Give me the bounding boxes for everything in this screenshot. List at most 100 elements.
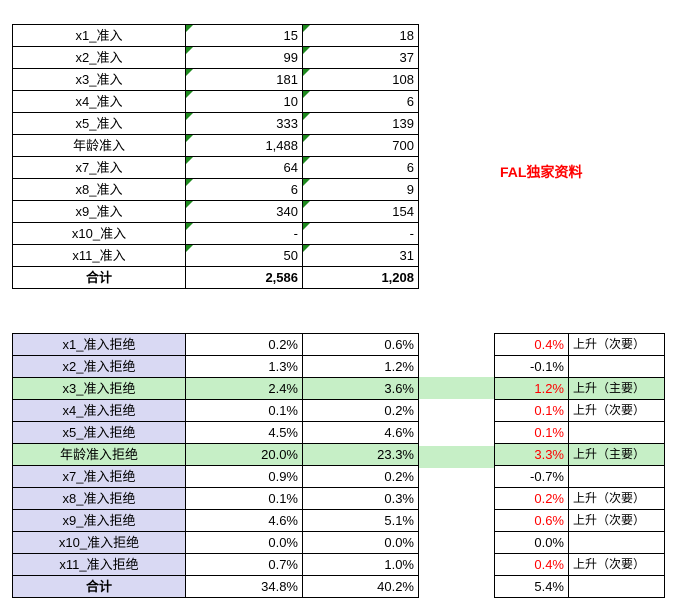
note-cell[interactable]	[568, 531, 665, 554]
row-label[interactable]: x11_准入拒绝	[12, 553, 186, 576]
row-label[interactable]: x3_准入拒绝	[12, 377, 186, 400]
total-b[interactable]: 1,208	[302, 266, 419, 289]
diff-value[interactable]: 3.3%	[494, 443, 569, 466]
note-cell[interactable]	[568, 575, 665, 598]
diff-value[interactable]: 0.4%	[494, 553, 569, 576]
value-a[interactable]: 0.7%	[185, 553, 303, 576]
flag-marker	[186, 157, 193, 164]
table-row: x5_准入拒绝 4.5% 4.6%	[12, 421, 419, 444]
value-b[interactable]: 0.2%	[302, 399, 419, 422]
row-label[interactable]: x2_准入	[12, 46, 186, 69]
value-a: 15	[283, 28, 298, 43]
row-label[interactable]: x3_准入	[12, 68, 186, 91]
value-b: 139	[392, 116, 414, 131]
table-row: x11_准入拒绝 0.7% 1.0%	[12, 553, 419, 576]
row-label[interactable]: x11_准入	[12, 244, 186, 267]
total-a[interactable]: 34.8%	[185, 575, 303, 598]
note-cell[interactable]: 上升（次要）	[568, 553, 665, 576]
value-a[interactable]: 4.6%	[185, 509, 303, 532]
diff-value[interactable]: 1.2%	[494, 377, 569, 400]
total-label[interactable]: 合计	[12, 575, 186, 598]
note-cell[interactable]: 上升（次要）	[568, 399, 665, 422]
row-label[interactable]: x5_准入拒绝	[12, 421, 186, 444]
total-a[interactable]: 2,586	[185, 266, 303, 289]
diff-value[interactable]: 0.2%	[494, 487, 569, 510]
row-label[interactable]: x5_准入	[12, 112, 186, 135]
table-row: x2_准入 99 37	[12, 46, 419, 69]
note-cell[interactable]	[568, 465, 665, 488]
note-cell[interactable]	[568, 421, 665, 444]
row-label[interactable]: x1_准入	[12, 24, 186, 47]
value-b[interactable]: 0.2%	[302, 465, 419, 488]
diff-value[interactable]: -0.7%	[494, 465, 569, 488]
flag-marker	[303, 135, 310, 142]
row-label[interactable]: x9_准入	[12, 200, 186, 223]
flag-marker	[303, 69, 310, 76]
note-cell[interactable]	[568, 355, 665, 378]
flag-marker	[303, 47, 310, 54]
value-a: 99	[283, 50, 298, 65]
note-cell[interactable]: 上升（次要）	[568, 487, 665, 510]
row-label[interactable]: x9_准入拒绝	[12, 509, 186, 532]
table-row: -0.7%	[494, 465, 665, 488]
row-label[interactable]: x7_准入拒绝	[12, 465, 186, 488]
total-diff[interactable]: 5.4%	[494, 575, 569, 598]
row-label[interactable]: x1_准入拒绝	[12, 333, 186, 356]
row-label[interactable]: 年龄准入拒绝	[12, 443, 186, 466]
table-row: x10_准入 - -	[12, 222, 419, 245]
total-b[interactable]: 40.2%	[302, 575, 419, 598]
flag-marker	[303, 201, 310, 208]
diff-value[interactable]: 0.4%	[494, 333, 569, 356]
value-a: 340	[276, 204, 298, 219]
row-label[interactable]: x4_准入	[12, 90, 186, 113]
note-cell[interactable]: 上升（次要）	[568, 333, 665, 356]
note-cell[interactable]: 上升（次要）	[568, 509, 665, 532]
value-b: 37	[399, 50, 414, 65]
note-cell[interactable]: 上升（主要）	[568, 377, 665, 400]
row-label[interactable]: x10_准入	[12, 222, 186, 245]
value-b[interactable]: 3.6%	[302, 377, 419, 400]
value-a[interactable]: 0.0%	[185, 531, 303, 554]
total-row: 合计 34.8% 40.2%	[12, 575, 419, 598]
row-label[interactable]: x7_准入	[12, 156, 186, 179]
row-label[interactable]: x8_准入	[12, 178, 186, 201]
value-a[interactable]: 0.1%	[185, 399, 303, 422]
table-row: 0.2% 上升（次要）	[494, 487, 665, 510]
diff-value[interactable]: 0.6%	[494, 509, 569, 532]
value-b[interactable]: 23.3%	[302, 443, 419, 466]
value-a: 1,488	[265, 138, 298, 153]
diff-value[interactable]: 0.0%	[494, 531, 569, 554]
value-a[interactable]: 4.5%	[185, 421, 303, 444]
row-label[interactable]: x2_准入拒绝	[12, 355, 186, 378]
flag-marker	[186, 25, 193, 32]
row-label[interactable]: 年龄准入	[12, 134, 186, 157]
value-b[interactable]: 0.0%	[302, 531, 419, 554]
value-a: 64	[283, 160, 298, 175]
value-a[interactable]: 0.9%	[185, 465, 303, 488]
diff-value[interactable]: -0.1%	[494, 355, 569, 378]
value-a[interactable]: 0.1%	[185, 487, 303, 510]
diff-value[interactable]: 0.1%	[494, 421, 569, 444]
value-b[interactable]: 1.0%	[302, 553, 419, 576]
value-a[interactable]: 1.3%	[185, 355, 303, 378]
row-label[interactable]: x4_准入拒绝	[12, 399, 186, 422]
value-a[interactable]: 2.4%	[185, 377, 303, 400]
value-b: -	[409, 226, 414, 241]
diff-value[interactable]: 0.1%	[494, 399, 569, 422]
value-b[interactable]: 4.6%	[302, 421, 419, 444]
table-row: x5_准入 333 139	[12, 112, 419, 135]
value-a[interactable]: 0.2%	[185, 333, 303, 356]
total-row: 5.4%	[494, 575, 665, 598]
total-label[interactable]: 合计	[12, 266, 186, 289]
note-cell[interactable]: 上升（主要）	[568, 443, 665, 466]
value-b[interactable]: 0.6%	[302, 333, 419, 356]
table-row: 0.1%	[494, 421, 665, 444]
value-b: 31	[399, 248, 414, 263]
row-label[interactable]: x10_准入拒绝	[12, 531, 186, 554]
value-b[interactable]: 5.1%	[302, 509, 419, 532]
value-a[interactable]: 20.0%	[185, 443, 303, 466]
value-a: 10	[283, 94, 298, 109]
value-b[interactable]: 1.2%	[302, 355, 419, 378]
row-label[interactable]: x8_准入拒绝	[12, 487, 186, 510]
value-b[interactable]: 0.3%	[302, 487, 419, 510]
